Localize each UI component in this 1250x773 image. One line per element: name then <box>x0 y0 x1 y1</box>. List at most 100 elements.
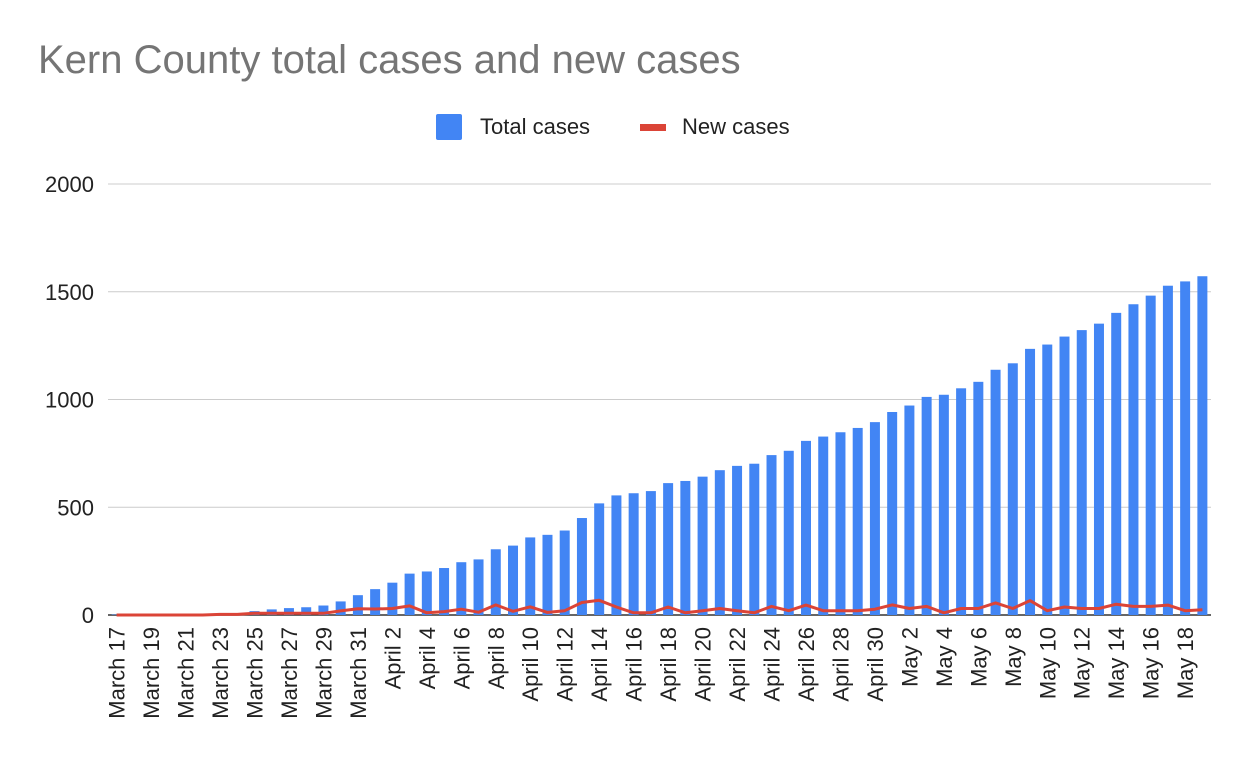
x-tick-label: April 4 <box>415 627 440 689</box>
x-tick-label: May 4 <box>932 627 957 687</box>
chart-title: Kern County total cases and new cases <box>38 38 741 82</box>
bar-total-cases <box>301 607 312 615</box>
bar-total-cases <box>1093 323 1104 615</box>
bar-total-cases <box>559 530 570 615</box>
bar-total-cases <box>611 495 622 615</box>
bar-total-cases <box>1145 295 1156 615</box>
bar-total-cases <box>835 432 846 615</box>
bar-total-cases <box>1007 363 1018 615</box>
x-tick-label: April 22 <box>725 627 750 702</box>
bar-total-cases <box>887 411 898 615</box>
x-tick-label: May 16 <box>1139 627 1164 699</box>
y-tick-label: 0 <box>82 603 94 628</box>
x-tick-label: March 21 <box>174 627 199 719</box>
bar-total-cases <box>990 369 1001 615</box>
x-tick-label: April 18 <box>656 627 681 702</box>
x-tick-label: April 8 <box>484 627 509 689</box>
x-tick-label: April 16 <box>622 627 647 702</box>
legend-swatch-total-cases <box>436 114 462 140</box>
x-tick-label: March 25 <box>242 627 267 719</box>
bar-total-cases <box>628 493 639 615</box>
bar-total-cases <box>283 608 294 615</box>
x-tick-label: April 28 <box>828 627 853 702</box>
legend: Total cases New cases <box>0 114 1250 144</box>
bar-total-cases <box>956 388 967 615</box>
bar-total-cases <box>542 534 553 615</box>
bar-total-cases <box>318 605 329 615</box>
bar-total-cases <box>1197 276 1208 615</box>
bar-total-cases <box>783 450 794 615</box>
x-tick-label: May 8 <box>1001 627 1026 687</box>
bar-total-cases <box>973 381 984 615</box>
bar-total-cases <box>335 601 346 615</box>
bar-total-cases <box>370 589 381 615</box>
x-tick-label: April 30 <box>863 627 888 702</box>
bar-total-cases <box>800 440 811 615</box>
x-tick-label: April 24 <box>760 627 785 702</box>
x-tick-label: April 20 <box>691 627 716 702</box>
bar-total-cases <box>387 582 398 615</box>
x-tick-label: April 10 <box>518 627 543 702</box>
bar-total-cases <box>1128 304 1139 615</box>
x-tick-label: March 23 <box>208 627 233 719</box>
bar-total-cases <box>869 422 880 615</box>
bar-total-cases <box>439 568 450 615</box>
bar-total-cases <box>766 455 777 615</box>
x-tick-label: May 14 <box>1104 627 1129 699</box>
y-tick-label: 2000 <box>45 172 94 197</box>
x-tick-label: May 12 <box>1070 627 1095 699</box>
bar-total-cases <box>1042 344 1053 615</box>
x-tick-label: May 2 <box>897 627 922 687</box>
bar-total-cases <box>421 571 432 615</box>
x-tick-label: April 6 <box>449 627 474 689</box>
bar-total-cases <box>576 518 587 615</box>
bar-total-cases <box>1025 348 1036 615</box>
legend-item-new-cases: New cases <box>640 114 790 140</box>
bar-total-cases <box>1076 330 1087 615</box>
x-tick-label: April 26 <box>794 627 819 702</box>
x-tick-label: March 19 <box>139 627 164 719</box>
bar-total-cases <box>473 559 484 615</box>
bar-total-cases <box>1111 312 1122 615</box>
bar-total-cases <box>1162 285 1173 615</box>
x-tick-label: March 27 <box>277 627 302 719</box>
bar-total-cases <box>732 465 743 615</box>
bar-total-cases <box>852 427 863 615</box>
y-tick-label: 500 <box>57 495 94 520</box>
bar-total-cases <box>490 549 501 615</box>
x-tick-label: March 29 <box>311 627 336 719</box>
x-tick-label: May 6 <box>966 627 991 687</box>
bar-total-cases <box>456 562 467 615</box>
x-tick-label: April 2 <box>380 627 405 689</box>
legend-label-new-cases: New cases <box>682 114 790 139</box>
line-new-cases <box>116 598 1203 617</box>
x-tick-label: May 18 <box>1173 627 1198 699</box>
x-tick-label: March 31 <box>346 627 371 719</box>
bar-total-cases <box>663 483 674 615</box>
bar-total-cases <box>680 480 691 615</box>
bar-total-cases <box>921 396 932 615</box>
x-tick-label: April 14 <box>587 627 612 702</box>
bar-total-cases <box>904 405 915 615</box>
y-tick-label: 1500 <box>45 280 94 305</box>
bar-total-cases <box>594 503 605 615</box>
bar-total-cases <box>404 573 415 615</box>
bar-total-cases <box>352 595 363 615</box>
legend-item-total-cases: Total cases <box>436 114 590 140</box>
bar-total-cases <box>645 491 656 615</box>
legend-label-total-cases: Total cases <box>480 114 591 139</box>
bar-total-cases <box>938 394 949 615</box>
bar-total-cases <box>818 436 829 615</box>
bar-total-cases <box>1059 336 1070 615</box>
x-tick-label: March 17 <box>105 627 130 719</box>
bar-total-cases <box>714 470 725 615</box>
y-tick-label: 1000 <box>45 388 94 413</box>
bar-total-cases <box>697 476 708 615</box>
x-tick-label: April 12 <box>553 627 578 702</box>
bar-total-cases <box>525 537 536 615</box>
bar-total-cases <box>1180 281 1191 615</box>
bar-total-cases <box>508 545 519 615</box>
legend-swatch-new-cases <box>640 123 666 131</box>
